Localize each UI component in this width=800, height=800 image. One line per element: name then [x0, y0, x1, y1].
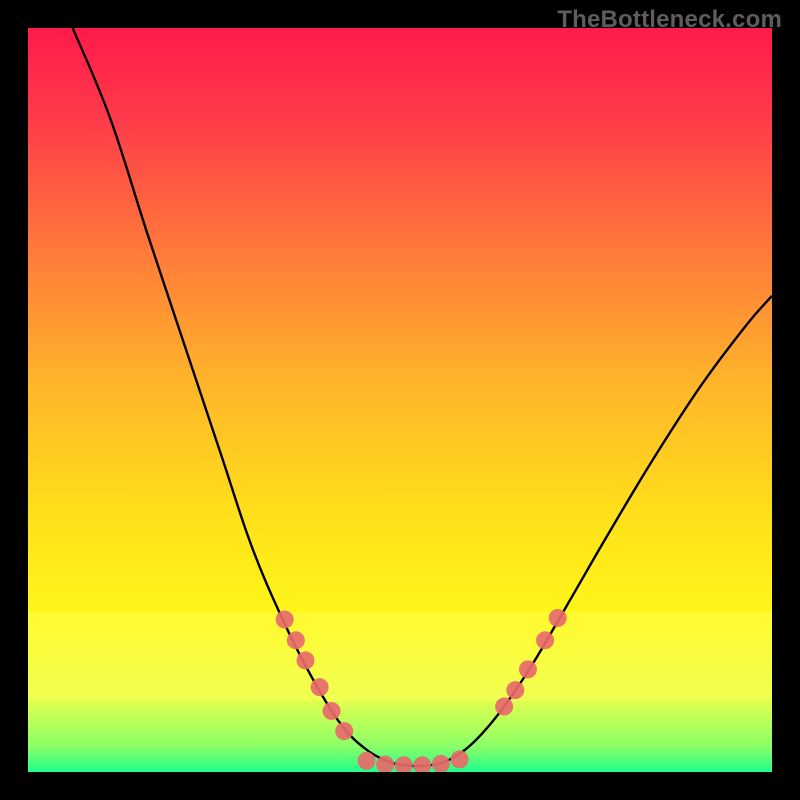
marker-bottom	[451, 750, 469, 768]
watermark-text: TheBottleneck.com	[557, 6, 782, 34]
marker-left	[297, 651, 315, 669]
marker-bottom	[432, 755, 450, 772]
marker-bottom	[413, 756, 431, 772]
marker-left	[323, 702, 341, 720]
marker-group	[276, 609, 567, 772]
marker-left	[335, 722, 353, 740]
marker-right	[506, 681, 524, 699]
plot-area	[28, 28, 772, 772]
marker-right	[549, 609, 567, 627]
marker-left	[276, 610, 294, 628]
marker-left	[311, 678, 329, 696]
marker-bottom	[358, 752, 376, 770]
marker-left	[287, 631, 305, 649]
right-branch-curve	[415, 296, 772, 766]
marker-bottom	[395, 756, 413, 772]
left-branch-curve	[73, 28, 415, 766]
chart-svg	[28, 28, 772, 772]
marker-right	[536, 631, 554, 649]
marker-right	[519, 660, 537, 678]
marker-right	[495, 698, 513, 716]
